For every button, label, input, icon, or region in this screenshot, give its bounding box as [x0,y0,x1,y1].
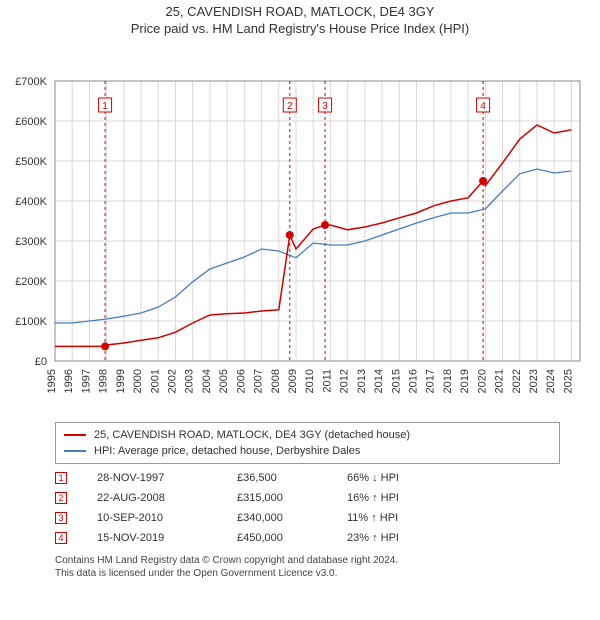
svg-text:2021: 2021 [494,369,506,393]
svg-text:2003: 2003 [184,369,196,393]
svg-text:2017: 2017 [425,369,437,393]
svg-text:2022: 2022 [511,369,523,393]
sale-marker-icon: 2 [55,492,67,504]
title: 25, CAVENDISH ROAD, MATLOCK, DE4 3GY [0,4,600,19]
svg-text:2004: 2004 [201,369,213,393]
svg-text:2023: 2023 [528,369,540,393]
sale-diff: 23% ↑ HPI [347,532,437,544]
sale-date: 28-NOV-1997 [97,472,237,484]
legend-label: 25, CAVENDISH ROAD, MATLOCK, DE4 3GY (de… [94,429,410,441]
svg-text:2019: 2019 [459,369,471,393]
sale-price: £340,000 [237,512,347,524]
svg-text:2007: 2007 [253,369,265,393]
svg-text:2024: 2024 [545,369,557,393]
svg-text:2005: 2005 [218,369,230,393]
sale-date: 15-NOV-2019 [97,532,237,544]
sale-date: 10-SEP-2010 [97,512,237,524]
svg-text:2010: 2010 [304,369,316,393]
table-row: 3 10-SEP-2010 £340,000 11% ↑ HPI [55,508,560,528]
svg-text:1996: 1996 [63,369,75,393]
svg-text:2016: 2016 [407,369,419,393]
legend-row: 25, CAVENDISH ROAD, MATLOCK, DE4 3GY (de… [64,427,551,443]
svg-text:2: 2 [287,101,293,112]
footer-line: Contains HM Land Registry data © Crown c… [55,554,560,567]
svg-text:1999: 1999 [115,369,127,393]
sales-table: 1 28-NOV-1997 £36,500 66% ↓ HPI 2 22-AUG… [55,468,560,548]
chart-header: 25, CAVENDISH ROAD, MATLOCK, DE4 3GY Pri… [0,0,600,36]
svg-text:2015: 2015 [390,369,402,393]
svg-text:£100K: £100K [15,316,47,328]
svg-text:3: 3 [322,101,328,112]
svg-text:4: 4 [480,101,486,112]
sale-marker-icon: 3 [55,512,67,524]
svg-text:£200K: £200K [15,276,47,288]
svg-text:£300K: £300K [15,236,47,248]
svg-text:2000: 2000 [132,369,144,393]
sale-price: £315,000 [237,492,347,504]
svg-text:2011: 2011 [321,369,333,393]
svg-text:2008: 2008 [270,369,282,393]
table-row: 1 28-NOV-1997 £36,500 66% ↓ HPI [55,468,560,488]
legend-label: HPI: Average price, detached house, Derb… [94,445,360,457]
legend: 25, CAVENDISH ROAD, MATLOCK, DE4 3GY (de… [55,422,560,464]
svg-text:2006: 2006 [235,369,247,393]
svg-text:2025: 2025 [562,369,574,393]
svg-text:1995: 1995 [46,369,58,393]
svg-text:2018: 2018 [442,369,454,393]
table-row: 4 15-NOV-2019 £450,000 23% ↑ HPI [55,528,560,548]
footer-line: This data is licensed under the Open Gov… [55,567,560,580]
svg-text:2001: 2001 [149,369,161,393]
sale-diff: 16% ↑ HPI [347,492,437,504]
table-row: 2 22-AUG-2008 £315,000 16% ↑ HPI [55,488,560,508]
svg-text:£500K: £500K [15,156,47,168]
svg-text:2002: 2002 [166,369,178,393]
svg-text:£0: £0 [35,356,47,368]
svg-text:2009: 2009 [287,369,299,393]
subtitle: Price paid vs. HM Land Registry's House … [0,21,600,36]
legend-swatch-icon [64,450,86,452]
svg-text:2014: 2014 [373,369,385,393]
footer: Contains HM Land Registry data © Crown c… [55,554,560,580]
svg-text:£600K: £600K [15,116,47,128]
sale-diff: 11% ↑ HPI [347,512,437,524]
svg-text:£700K: £700K [15,76,47,88]
sale-marker-icon: 1 [55,472,67,484]
chart-svg: £0 £100K £200K £300K £400K £500K £600K £700K 199… [0,36,600,416]
svg-text:1998: 1998 [98,369,110,393]
svg-text:£400K: £400K [15,196,47,208]
svg-text:2013: 2013 [356,369,368,393]
legend-swatch-icon [64,434,86,436]
sale-price: £450,000 [237,532,347,544]
sale-marker-icon: 4 [55,532,67,544]
svg-text:2020: 2020 [476,369,488,393]
chart: £0 £100K £200K £300K £400K £500K £600K £700K 199… [0,36,600,416]
sale-price: £36,500 [237,472,347,484]
sale-date: 22-AUG-2008 [97,492,237,504]
legend-row: HPI: Average price, detached house, Derb… [64,443,551,459]
sale-diff: 66% ↓ HPI [347,472,437,484]
svg-text:2012: 2012 [339,369,351,393]
svg-text:1: 1 [102,101,108,112]
svg-text:1997: 1997 [80,369,92,393]
